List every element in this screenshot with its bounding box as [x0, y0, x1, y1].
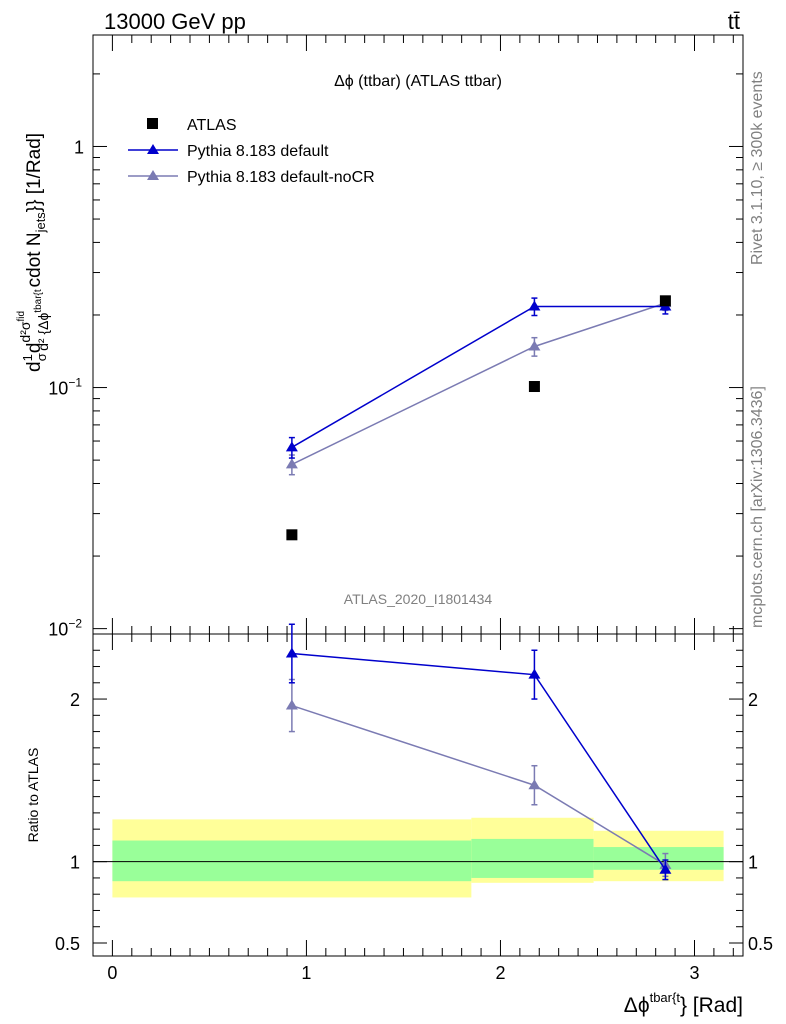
atlas-point [659, 295, 671, 307]
x-tick-label: 1 [301, 963, 311, 983]
default-point [285, 441, 298, 452]
plot-title: Δϕ (ttbar) (ATLAS ttbar) [334, 73, 502, 90]
nocr-point [528, 340, 541, 351]
ylabel-sigma: σ [34, 353, 49, 361]
ylabel-prefix: d [24, 361, 45, 372]
main-y-tick-label: 10−1 [48, 376, 82, 399]
ratio-y-ticks: 0.5 0.5 1 1 2 2 [55, 649, 773, 954]
ylabel-tail-sub: jets [33, 212, 48, 234]
ratio-default-series [285, 623, 672, 881]
y-axis-label: d1σdd²σfid d² {Δϕtbar{tcdot Njets}} [1/Ra… [16, 133, 51, 372]
ylabel-tail: cdot N [24, 232, 45, 287]
ratio-y-tick-label-right: 2 [748, 690, 758, 710]
ratio-y-tick-label: 1 [70, 853, 80, 873]
ratio-default-point [659, 863, 672, 874]
ylabel-num-sup: fid [16, 311, 27, 322]
xlabel-tail: } [Rad] [680, 994, 743, 1017]
ylabel-den-sup: tbar{t [33, 289, 44, 313]
ylabel-one: 1 [20, 354, 35, 361]
ratio-plot-panel: 0.5 0.5 1 1 2 2 0 1 2 3 Ratio to ATLAS [25, 623, 773, 983]
ylabel-den: d² {Δϕ [35, 313, 51, 351]
legend-label-default: Pythia 8.183 default [187, 143, 329, 160]
ratio-uncertainty-bands [112, 817, 724, 898]
main-y-tick-label: 1 [74, 137, 84, 157]
default-series [285, 297, 672, 459]
ratio-series-layer [285, 623, 672, 881]
main-series-layer [285, 295, 672, 541]
process-label: tt̄ [728, 9, 740, 34]
x-axis-label: Δϕtbar{t} [Rad] [624, 990, 743, 1017]
x-tick-label: 0 [107, 963, 117, 983]
mcplots-label: mcplots.cern.ch [arXiv:1306.3436] [749, 386, 766, 628]
nocr-line [291, 302, 666, 466]
ratio-default-point [528, 668, 541, 679]
legend-marker-default [147, 144, 159, 154]
default-point [528, 300, 541, 311]
main-x-ticks [111, 35, 734, 634]
ylabel-num: d²σ [17, 321, 33, 342]
xlabel-sup: tbar{t [650, 990, 681, 1005]
ratio-y-tick-label: 2 [70, 690, 80, 710]
ratio-y-tick-label-right: 1 [748, 853, 758, 873]
ratio-y-tick-label: 0.5 [55, 934, 80, 954]
main-y-ticks: 10−2 10−1 1 [48, 73, 743, 640]
legend-marker-atlas [147, 118, 158, 129]
ratio-default-point [285, 647, 298, 658]
legend-marker-nocr [147, 170, 159, 180]
legend-label-atlas: ATLAS [187, 117, 237, 134]
main-y-tick-label: 10−2 [48, 617, 82, 640]
ratio-y-tick-label-right: 0.5 [748, 934, 773, 954]
xlabel-main: Δϕ [624, 994, 650, 1017]
ratio-nocr-point [528, 779, 541, 790]
ratio-x-ticks: 0 1 2 3 [107, 634, 734, 983]
nocr-series [285, 295, 672, 476]
energy-label: 13000 GeV pp [104, 9, 246, 34]
rivet-label: Rivet 3.1.10, ≥ 300k events [749, 71, 766, 265]
nocr-point [285, 458, 298, 469]
ratio-nocr-point [285, 699, 298, 710]
ratio-y-label: Ratio to ATLAS [25, 748, 41, 843]
default-line [291, 305, 666, 448]
ratio-band-green [112, 840, 472, 882]
x-tick-label: 3 [689, 963, 699, 983]
ratio-band-green [471, 838, 594, 878]
atlas-point [528, 381, 540, 393]
analysis-tag: ATLAS_2020_I1801434 [344, 591, 493, 607]
ylabel-tail2: }} [1/Rad] [24, 133, 45, 212]
atlas-series [286, 295, 671, 541]
main-plot-panel: 10−2 10−1 1 Δϕ (ttbar) (ATLAS ttbar) ATLAS… [16, 34, 744, 640]
legend-label-nocr: Pythia 8.183 default-noCR [187, 169, 375, 186]
ratio-frame [92, 633, 744, 957]
ylabel-d: d [24, 343, 45, 354]
atlas-point [286, 529, 298, 541]
x-tick-label: 2 [495, 963, 505, 983]
legend: ATLAS Pythia 8.183 default Pythia 8.183 … [128, 117, 375, 186]
